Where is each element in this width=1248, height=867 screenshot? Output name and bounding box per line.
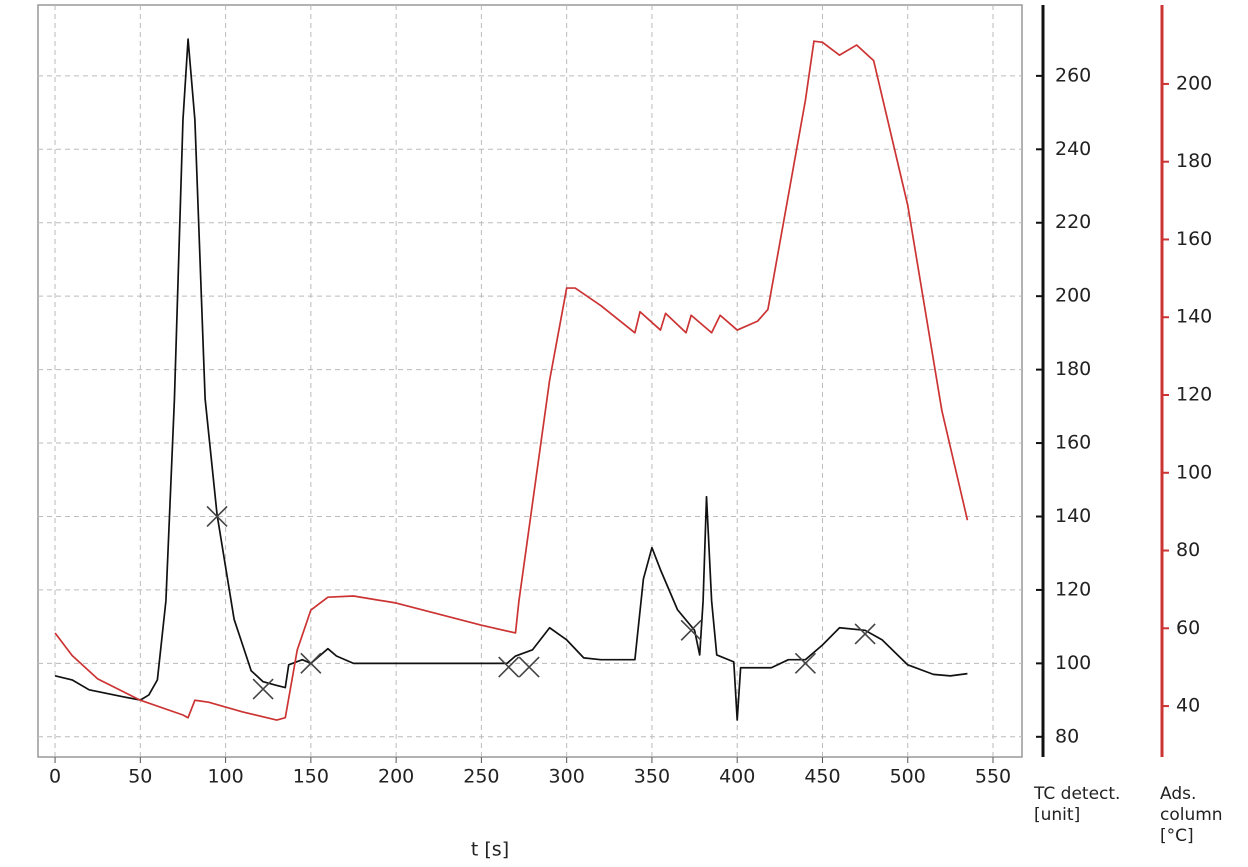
y-tick-label: 260 [1055, 64, 1091, 86]
y2-tick-label: 180 [1176, 150, 1212, 172]
y2-tick-label: 140 [1176, 306, 1212, 328]
y-tick-label: 100 [1055, 652, 1091, 674]
y2-tick-label: 120 [1176, 383, 1212, 405]
y-axis-label: TC detect. [1033, 784, 1120, 804]
plot-frame [37, 4, 1023, 758]
y-tick-label: 180 [1055, 358, 1091, 380]
x-marker [252, 678, 274, 700]
data-line [54, 40, 969, 721]
x-marker [518, 656, 540, 678]
x-tick-label: 150 [293, 766, 329, 788]
x-tick-label: 500 [890, 766, 926, 788]
x-tick-label: 0 [49, 766, 61, 788]
y2-tick-label: 100 [1176, 461, 1212, 483]
x-tick-label: 450 [804, 766, 840, 788]
y2-axis-label: [°C] [1160, 826, 1194, 846]
x-tick-label: 50 [128, 766, 152, 788]
x-marker [794, 652, 816, 674]
x-marker [680, 619, 702, 641]
x-tick-label: 300 [549, 766, 585, 788]
x-marker [300, 652, 322, 674]
x-tick-label: 550 [975, 766, 1011, 788]
x-marker [498, 656, 520, 678]
data-line [54, 38, 968, 721]
x-marker [206, 505, 228, 528]
y2-tick-label: 160 [1176, 228, 1212, 250]
y2-tick-label: 200 [1176, 72, 1212, 94]
y2-tick-label: 60 [1176, 617, 1200, 639]
y2-axis-label: column [1160, 805, 1223, 825]
y-tick-label: 160 [1055, 432, 1091, 454]
x-tick-label: 200 [378, 766, 414, 788]
y2-tick-label: 80 [1176, 539, 1200, 561]
x-tick-label: 250 [463, 766, 499, 788]
y-tick-label: 220 [1055, 211, 1091, 233]
y2-axis-label: Ads. [1160, 784, 1196, 804]
y-tick-label: 120 [1055, 578, 1091, 600]
x-tick-label: 400 [719, 766, 755, 788]
y-axis-label: [unit] [1034, 805, 1080, 825]
y-tick-label: 200 [1055, 285, 1091, 307]
x-tick-label: 100 [207, 766, 243, 788]
y2-tick-label: 40 [1176, 695, 1200, 717]
x-tick-label: 350 [634, 766, 670, 788]
y-tick-label: 140 [1055, 505, 1091, 527]
x-marker [854, 623, 876, 645]
y-tick-label: 240 [1055, 138, 1091, 160]
x-axis-label: t [s] [471, 839, 509, 861]
y-tick-label: 80 [1055, 725, 1079, 747]
